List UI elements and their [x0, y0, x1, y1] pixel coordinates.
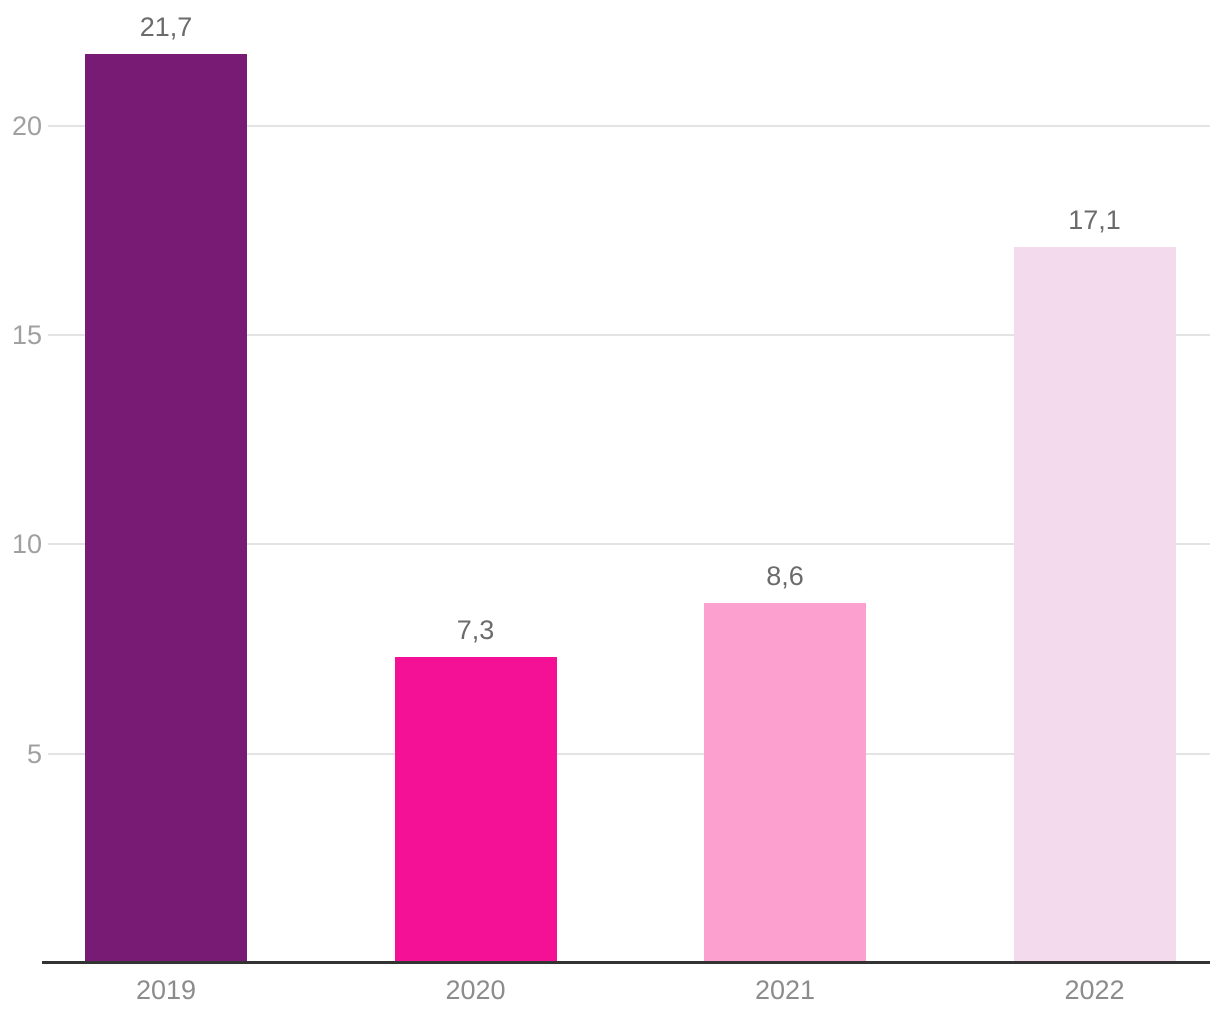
value-label-2019: 21,7 [139, 12, 193, 43]
bar-2022[interactable] [1013, 247, 1176, 963]
bar-2019[interactable] [85, 54, 247, 963]
value-label-2020: 7,3 [456, 615, 495, 646]
bar-2020[interactable] [394, 657, 557, 963]
x-tick-label-2020: 2020 [445, 975, 506, 1005]
y-tick-label-10: 10 [11, 529, 42, 560]
y-tick-label-20: 20 [11, 110, 42, 141]
gridline-20 [48, 124, 1210, 127]
x-axis-line [42, 961, 1210, 964]
bar-2021[interactable] [704, 602, 866, 963]
y-tick-label-15: 15 [11, 319, 42, 350]
value-label-2022: 17,1 [1068, 205, 1121, 236]
gridline-5 [48, 752, 1210, 755]
gridline-15 [48, 333, 1210, 336]
x-tick-label-2022: 2022 [1064, 975, 1125, 1005]
value-label-2021: 8,6 [766, 560, 804, 591]
x-tick-label-2019: 2019 [135, 975, 197, 1005]
gridline-10 [48, 543, 1210, 546]
y-tick-label-5: 5 [26, 738, 42, 769]
x-tick-label-2021: 2021 [754, 975, 816, 1005]
